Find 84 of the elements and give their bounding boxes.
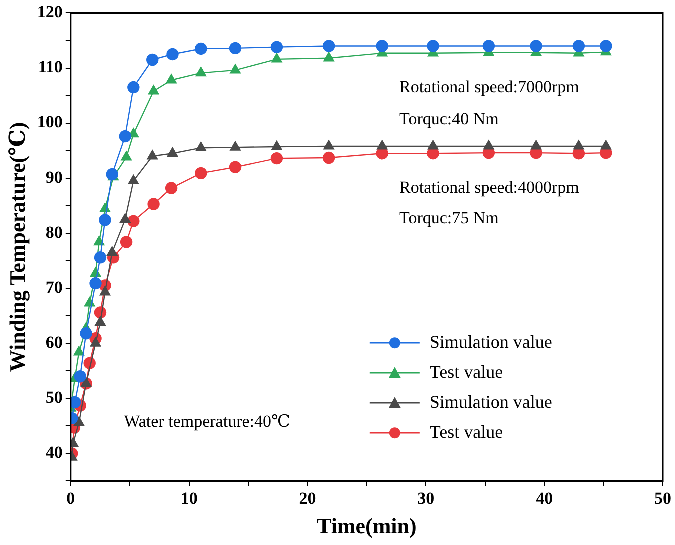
point: [128, 175, 140, 184]
point: [94, 252, 107, 264]
point: [99, 214, 112, 226]
point: [119, 130, 132, 143]
point: [74, 346, 85, 356]
point: [272, 53, 282, 63]
point: [196, 142, 207, 152]
legend-label: Test value: [430, 422, 504, 442]
point: [90, 277, 102, 290]
point: [229, 161, 242, 174]
point: [324, 52, 334, 62]
y-tick-label: 60: [46, 332, 63, 352]
point: [166, 48, 179, 61]
point: [100, 286, 111, 296]
point: [120, 236, 133, 248]
point: [128, 81, 140, 94]
legend-label: Simulation value: [430, 392, 552, 412]
point: [600, 140, 612, 150]
point: [148, 198, 160, 210]
x-tick-label: 30: [418, 488, 435, 508]
point: [530, 140, 542, 150]
point: [376, 140, 388, 150]
y-tick-label: 40: [46, 443, 63, 462]
y-tick-label: 70: [46, 278, 63, 297]
point: [230, 64, 241, 74]
point: [600, 40, 612, 52]
point: [428, 140, 439, 150]
x-tick-label: 40: [536, 488, 554, 508]
y-tick-label: 50: [46, 388, 63, 407]
x-tick-label: 0: [66, 488, 76, 508]
point: [230, 141, 241, 151]
point: [195, 42, 208, 56]
point: [195, 167, 208, 180]
point: [74, 370, 86, 383]
x-tick-label: 50: [654, 488, 672, 508]
point: [74, 416, 85, 426]
point: [106, 168, 118, 181]
y-tick-label: 100: [37, 112, 63, 132]
point: [572, 40, 586, 52]
point: [148, 85, 160, 95]
point: [322, 40, 336, 52]
x-tick-label: 20: [299, 488, 316, 508]
point: [80, 328, 92, 340]
point: [427, 40, 440, 52]
point: [167, 148, 178, 157]
point: [270, 152, 284, 165]
point: [106, 246, 118, 256]
point: [146, 54, 159, 66]
legend-label: Test value: [430, 362, 504, 382]
point: [120, 214, 131, 224]
point: [196, 67, 207, 77]
point: [530, 40, 542, 52]
point: [121, 151, 132, 161]
y-tick-label: 90: [46, 168, 63, 187]
y-tick-label: 110: [38, 58, 63, 77]
point: [484, 140, 494, 150]
point: [90, 337, 102, 347]
point: [482, 40, 496, 52]
y-axis-title: Winding Temperature(℃): [4, 122, 30, 372]
point: [80, 378, 92, 388]
point: [574, 140, 584, 150]
point: [94, 236, 105, 246]
annotation: Torquc:75 Nm: [400, 208, 499, 228]
y-tick-label: 120: [37, 2, 63, 22]
point: [95, 316, 106, 326]
annotation: Rotational speed:4000rpm: [400, 178, 580, 198]
point: [270, 41, 284, 54]
point: [324, 140, 334, 150]
point: [229, 42, 242, 55]
point: [322, 152, 336, 164]
legend-label: Simulation value: [430, 332, 552, 352]
point: [376, 40, 388, 52]
point: [147, 150, 158, 160]
annotation: Rotational speed:7000rpm: [400, 78, 580, 97]
point: [166, 74, 177, 84]
point: [128, 215, 140, 228]
point: [165, 182, 178, 194]
x-axis-title: Time(min): [317, 513, 417, 538]
annotation: Torquc:40 Nm: [400, 109, 499, 128]
point: [272, 140, 282, 150]
point: [70, 396, 82, 409]
annotation: Water temperature:40℃: [124, 412, 291, 432]
x-tick-label: 10: [180, 488, 198, 508]
y-tick-label: 80: [46, 222, 63, 242]
